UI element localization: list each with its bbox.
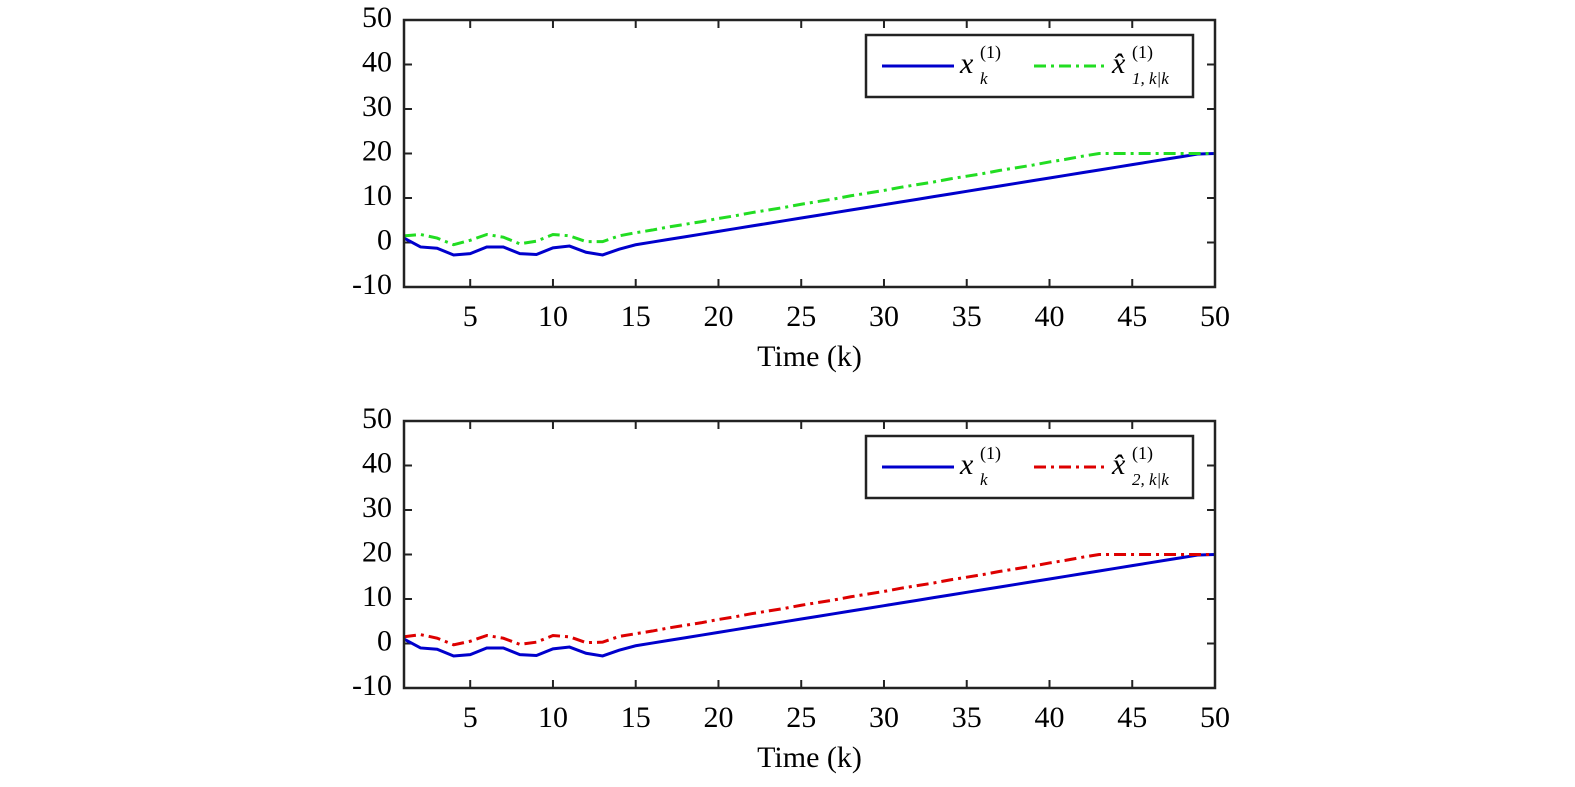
x-tick-label: 35 xyxy=(952,300,982,333)
plot-frame xyxy=(402,18,1217,289)
legend-sub: k xyxy=(980,470,988,489)
legend-sup: (1) xyxy=(980,42,1001,63)
x-tick-label: 30 xyxy=(869,300,899,333)
x-axis-label: Time (k) xyxy=(757,340,862,373)
y-tick-label: -10 xyxy=(352,268,392,301)
legend-label: x (1) k xyxy=(959,42,1001,88)
x-tick-label: 35 xyxy=(952,701,982,734)
x-tick-label: 30 xyxy=(869,701,899,734)
y-tick-label: 20 xyxy=(362,134,392,167)
y-tick-label: 10 xyxy=(362,179,392,212)
y-tick-label: 20 xyxy=(362,535,392,568)
legend: x (1) k x̂ (1) 2, k|k xyxy=(864,434,1195,500)
x-axis-label: Time (k) xyxy=(757,741,862,774)
x-tick-label: 45 xyxy=(1117,300,1147,333)
x-tick-label: 50 xyxy=(1200,300,1230,333)
legend: x (1) k x̂ (1) 1, k|k xyxy=(864,33,1195,99)
legend-box xyxy=(864,33,1195,99)
y-tick-label: 40 xyxy=(362,446,392,479)
y-tick-label: 30 xyxy=(362,491,392,524)
x-tick-label: 20 xyxy=(703,701,733,734)
legend-sub: k xyxy=(980,69,988,88)
x-tick-label: 50 xyxy=(1200,701,1230,734)
x-tick-label: 15 xyxy=(621,701,651,734)
x-tick-label: 10 xyxy=(538,701,568,734)
y-tick-label: 50 xyxy=(362,1,392,34)
x-tick-label: 5 xyxy=(463,701,478,734)
legend-sup: (1) xyxy=(1132,443,1153,464)
x-tick-label: 25 xyxy=(786,701,816,734)
legend-name: x̂ xyxy=(1111,448,1126,481)
x-tick-label: 25 xyxy=(786,300,816,333)
y-tick-label: -10 xyxy=(352,669,392,702)
legend-sup: (1) xyxy=(1132,42,1153,63)
y-tick-label: 40 xyxy=(362,45,392,78)
legend-name: x xyxy=(959,448,974,481)
legend-sup: (1) xyxy=(980,443,1001,464)
y-tick-label: 30 xyxy=(362,90,392,123)
x-tick-label: 40 xyxy=(1034,701,1064,734)
plot-frame xyxy=(402,419,1217,690)
series-line xyxy=(404,152,1215,247)
legend-label: x̂ (1) 1, k|k xyxy=(1111,42,1169,88)
legend-name: x̂ xyxy=(1111,47,1126,80)
series-line xyxy=(404,553,1215,658)
y-tick-label: 0 xyxy=(377,624,392,657)
x-tick-label: 40 xyxy=(1034,300,1064,333)
y-tick-label: 50 xyxy=(362,402,392,435)
series-line xyxy=(404,553,1215,647)
legend-label: x (1) k xyxy=(959,443,1001,489)
series-line xyxy=(404,152,1215,257)
x-tick-label: 20 xyxy=(703,300,733,333)
legend-sub: 2, k|k xyxy=(1132,470,1169,489)
x-tick-label: 10 xyxy=(538,300,568,333)
legend-sub: 1, k|k xyxy=(1132,69,1169,88)
x-tick-label: 5 xyxy=(463,300,478,333)
x-tick-label: 45 xyxy=(1117,701,1147,734)
legend-label: x̂ (1) 2, k|k xyxy=(1111,443,1169,489)
y-tick-label: 0 xyxy=(377,223,392,256)
legend-name: x xyxy=(959,47,974,80)
line-chart: -10 0 10 20 30 40 50 5 10 15 20 25 30 35 40 45 50 Time (k… xyxy=(352,1,1230,373)
x-tick-label: 15 xyxy=(621,300,651,333)
y-tick-label: 10 xyxy=(362,580,392,613)
line-chart: -10 0 10 20 30 40 50 5 10 15 20 25 30 35 40 45 50 Time (k… xyxy=(352,402,1230,774)
